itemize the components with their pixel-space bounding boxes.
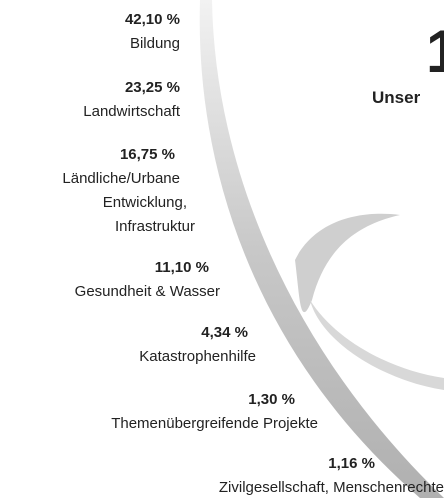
item: 42,10 % Bildung: [125, 8, 180, 56]
item: 11,10 % Gesundheit & Wasser: [75, 256, 220, 304]
item: 1,30 % Themenübergreifende Projekte: [111, 388, 318, 436]
heading-number: 1: [426, 22, 444, 82]
label: Landwirtschaft: [83, 100, 180, 124]
label: Zivilgesellschaft, Menschenrechte: [219, 476, 444, 500]
percent: 1,30 %: [111, 388, 295, 412]
percent: 4,34 %: [139, 321, 248, 345]
label: Infrastruktur: [62, 215, 195, 239]
item: 1,16 % Zivilgesellschaft, Menschenrechte: [219, 452, 444, 500]
percent: 1,16 %: [219, 452, 375, 476]
label: Themenübergreifende Projekte: [111, 412, 318, 436]
item: 23,25 % Landwirtschaft: [83, 76, 180, 124]
swoosh: [295, 214, 400, 312]
page: 1 Unser 42,10 % Bildung 23,25 % Landwirt…: [0, 0, 444, 498]
label: Ländliche/Urbane: [62, 167, 180, 191]
percent: 11,10 %: [75, 256, 209, 280]
heading-subtitle: Unser: [372, 88, 420, 108]
percent: 23,25 %: [83, 76, 180, 100]
label: Entwicklung,: [62, 191, 187, 215]
label: Bildung: [125, 32, 180, 56]
item: 4,34 % Katastrophenhilfe: [139, 321, 256, 369]
label: Katastrophenhilfe: [139, 345, 256, 369]
label: Gesundheit & Wasser: [75, 280, 220, 304]
percent: 16,75 %: [62, 143, 175, 167]
percent: 42,10 %: [125, 8, 180, 32]
item: 16,75 % Ländliche/Urbane Entwicklung, In…: [62, 143, 195, 239]
